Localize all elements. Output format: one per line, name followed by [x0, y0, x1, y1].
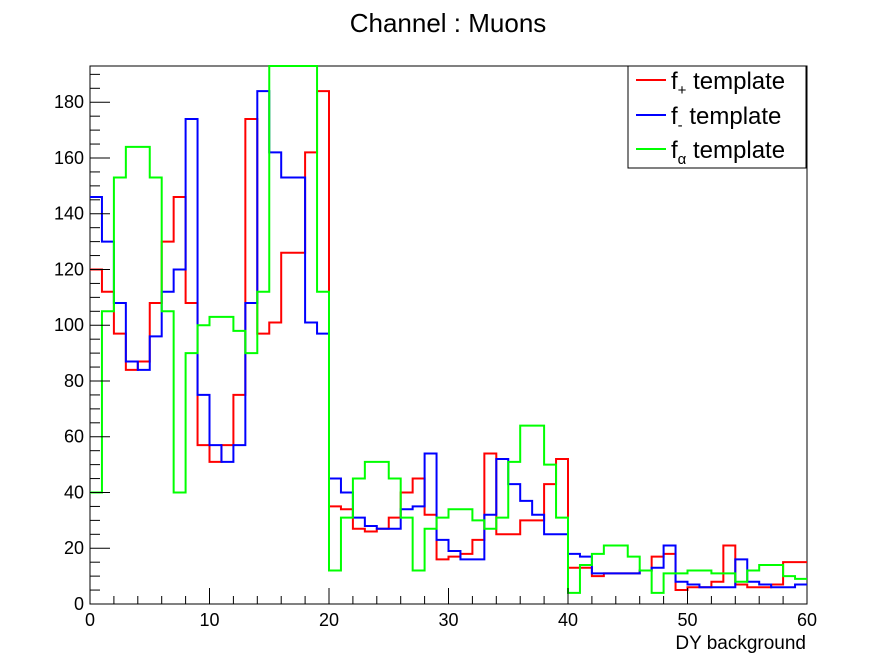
x-axis-title: DY background — [675, 633, 806, 654]
y-tick-label: 140 — [54, 204, 84, 224]
x-tick-label: 20 — [319, 610, 339, 630]
plot-area: 0 10 20 30 40 50 60 0 20 40 60 80 100 120 140 160 180 — [54, 65, 817, 630]
y-tick-label: 180 — [54, 92, 84, 112]
x-tick-label: 60 — [797, 610, 817, 630]
y-tick-label: 80 — [64, 371, 84, 391]
y-tick-label: 40 — [64, 482, 84, 502]
y-tick-label: 20 — [64, 538, 84, 558]
x-tick-label: 50 — [677, 610, 697, 630]
legend-label-3: fα template — [671, 137, 785, 168]
x-tick-label: 0 — [85, 610, 95, 630]
chart-title: Channel : Muons — [350, 8, 547, 38]
series-line-2 — [90, 90, 807, 589]
y-tick-label: 100 — [54, 315, 84, 335]
y-tick-label: 60 — [64, 427, 84, 447]
legend-box — [627, 65, 807, 169]
axes-layer: 0 10 20 30 40 50 60 0 20 40 60 80 100 120 140 160 180 — [54, 73, 817, 630]
y-tick-label: 120 — [54, 259, 84, 279]
x-tick-label: 10 — [199, 610, 219, 630]
legend-label-2: f- template — [671, 103, 781, 134]
x-tick-label: 30 — [438, 610, 458, 630]
series-layer — [90, 65, 807, 594]
y-tick-label: 0 — [74, 594, 84, 614]
y-tick-label: 160 — [54, 148, 84, 168]
x-tick-label: 40 — [558, 610, 578, 630]
series-line-3 — [90, 65, 807, 594]
legend-label-1: f+ template — [671, 68, 785, 99]
